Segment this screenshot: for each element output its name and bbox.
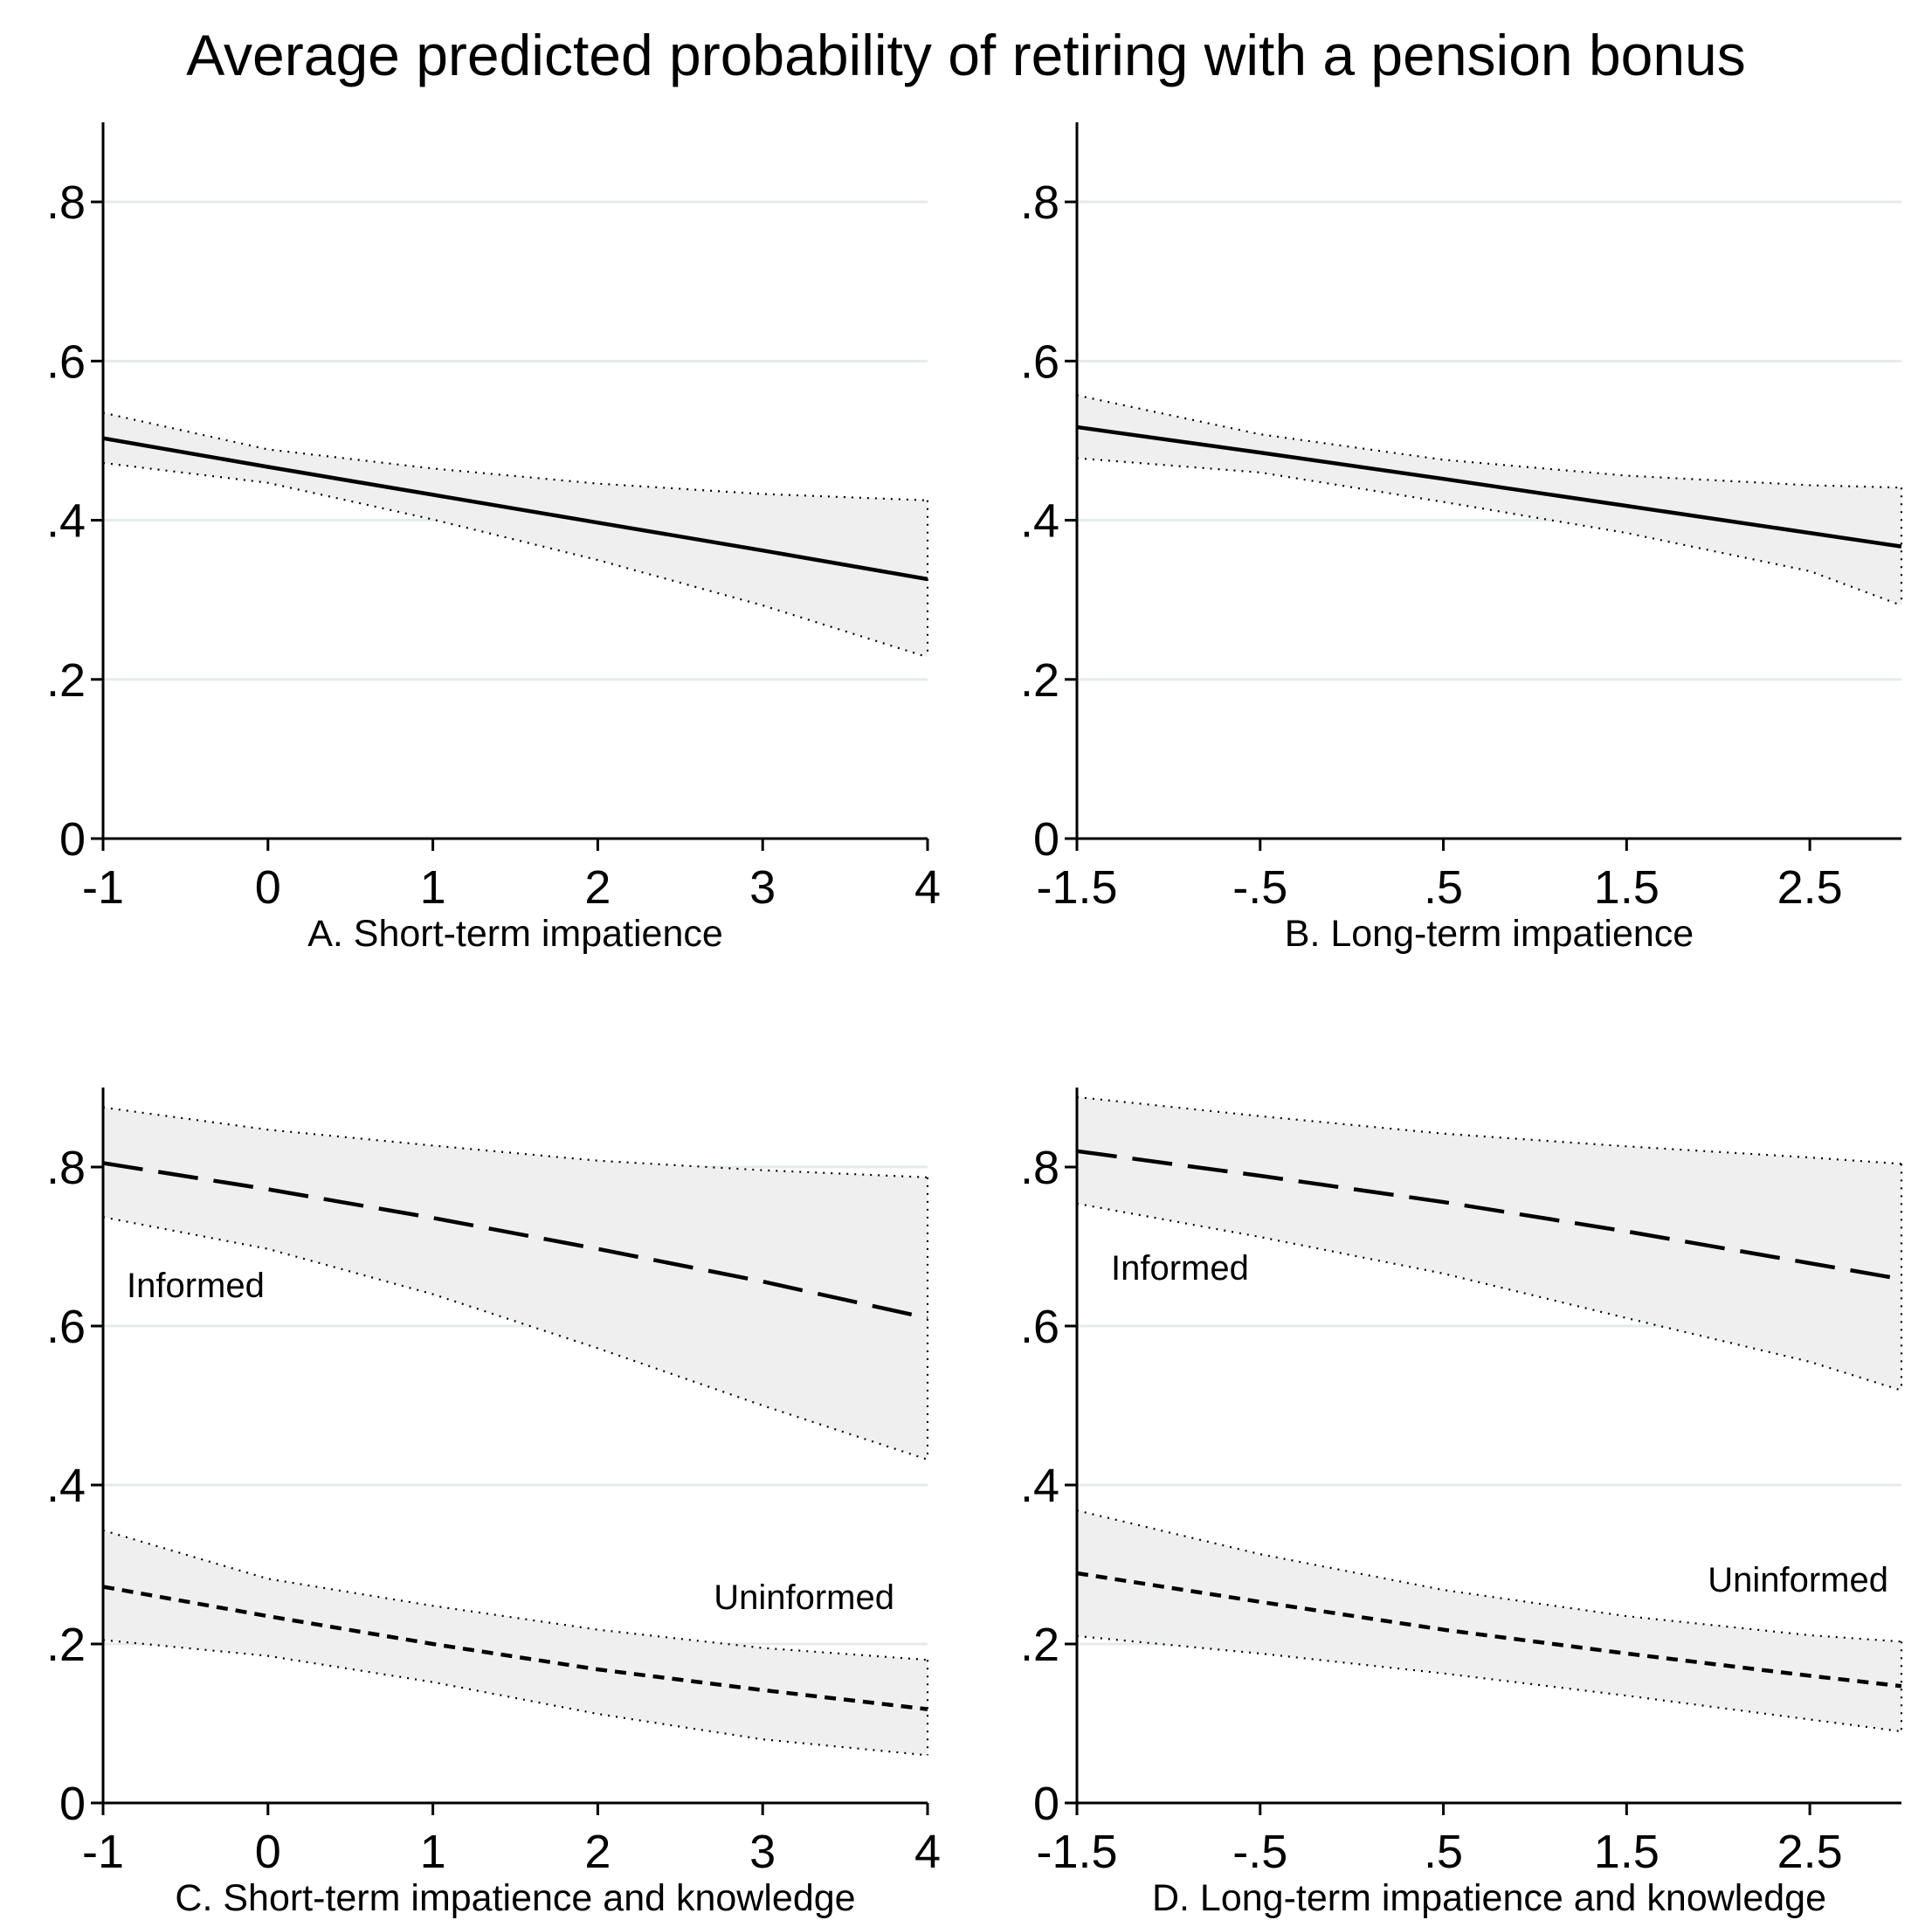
- y-tick-label: .2: [1020, 654, 1059, 707]
- panel-c: 0.2.4.6.8-1 0 1 2 3 4C. Short-term impatience…: [46, 1088, 941, 1919]
- y-tick-label: .4: [46, 1460, 86, 1512]
- confidence-band: [103, 412, 928, 658]
- y-tick-label: .6: [1020, 335, 1059, 388]
- x-axis-label: B. Long-term impatience: [1285, 913, 1694, 955]
- confidence-band: [1077, 1510, 1901, 1732]
- ci-upper-line: [1076, 394, 1902, 489]
- series-line-informed: [1076, 1149, 1902, 1281]
- series-annotation-uninformed: Uninformed: [714, 1578, 894, 1617]
- x-tick-label: 3: [749, 1826, 776, 1878]
- x-tick-label: .5: [1424, 861, 1463, 914]
- confidence-band: [103, 1107, 928, 1460]
- confidence-band: [103, 1530, 928, 1756]
- x-tick-label: 3: [749, 861, 776, 914]
- y-tick-label: .6: [1020, 1301, 1059, 1353]
- series-line-uninformed: [1076, 1571, 1902, 1689]
- y-tick-label: .4: [1020, 1460, 1059, 1512]
- panel-b: 0 .2 .4 .6 .8 -1.5 -.5 .5 1.5 2.5 B. Long-term imp…: [1020, 122, 1903, 955]
- x-tick-label: 1: [420, 861, 446, 914]
- x-tick-label: .5: [1424, 1826, 1463, 1878]
- series-annotation-informed: Informed: [1111, 1249, 1249, 1288]
- x-tick-label: 1: [420, 1826, 446, 1878]
- x-tick-label: 2: [584, 861, 611, 914]
- series-line-estimate: [1076, 425, 1902, 549]
- x-tick-label: -1.5: [1036, 861, 1117, 914]
- x-tick-label: 4: [914, 861, 941, 914]
- y-tick-label: .4: [46, 495, 86, 548]
- panel-a: 0.2.4.6.8-1 0 1 2 3 4A. Short-term impatience: [46, 122, 941, 955]
- x-tick-label: 1.5: [1594, 1826, 1659, 1878]
- ci-lower-line: [102, 1216, 928, 1461]
- y-tick-label: .8: [46, 176, 86, 229]
- x-tick-label: 1.5: [1594, 861, 1659, 914]
- x-tick-label: 0: [255, 861, 281, 914]
- x-tick-label: -1: [82, 861, 124, 914]
- y-tick-label: .6: [46, 335, 86, 388]
- x-tick-label: -.5: [1232, 861, 1287, 914]
- series-line-estimate: [102, 436, 928, 582]
- ci-upper-line: [102, 1529, 928, 1661]
- y-tick-label: 0: [1033, 1778, 1059, 1830]
- series-annotation-uninformed: Uninformed: [1708, 1561, 1888, 1599]
- x-axis-label: D. Long-term impatience and knowledge: [1152, 1877, 1826, 1919]
- x-tick-label: 2.5: [1777, 1826, 1843, 1878]
- x-tick-label: -1.5: [1036, 1826, 1117, 1878]
- y-tick-label: .8: [1020, 176, 1059, 229]
- y-tick-label: 0: [59, 1778, 86, 1830]
- x-tick-label: -.5: [1232, 1826, 1287, 1878]
- confidence-band: [1077, 395, 1901, 606]
- ci-upper-line: [102, 411, 928, 501]
- series-line-uninformed: [102, 1585, 928, 1711]
- y-tick-label: .8: [46, 1142, 86, 1194]
- y-tick-label: 0: [1033, 813, 1059, 866]
- panel-d: 0 .2 .4 .6 .8 -1.5 -.5 .5 1.5 2.5D. Long-term imp…: [1020, 1088, 1903, 1919]
- figure-title: Average predicted probability of retirin…: [186, 23, 1746, 87]
- y-tick-label: .4: [1020, 495, 1059, 548]
- series-line-informed: [102, 1161, 928, 1321]
- y-tick-label: .2: [46, 1619, 86, 1671]
- x-axis-label: C. Short-term impatience and knowledge: [175, 1877, 855, 1919]
- y-tick-label: .2: [46, 654, 86, 707]
- x-tick-label: 0: [255, 1826, 281, 1878]
- x-tick-label: -1: [82, 1826, 124, 1878]
- series-annotation-informed: Informed: [127, 1267, 265, 1305]
- x-tick-label: 2.5: [1777, 861, 1843, 914]
- x-tick-label: 4: [914, 1826, 941, 1878]
- x-tick-label: 2: [584, 1826, 611, 1878]
- confidence-band: [1077, 1096, 1901, 1391]
- x-axis-label: A. Short-term impatience: [307, 913, 723, 955]
- y-tick-label: 0: [59, 813, 86, 866]
- y-tick-label: .6: [46, 1301, 86, 1353]
- y-tick-label: .2: [1020, 1619, 1059, 1671]
- y-tick-label: .8: [1020, 1142, 1059, 1194]
